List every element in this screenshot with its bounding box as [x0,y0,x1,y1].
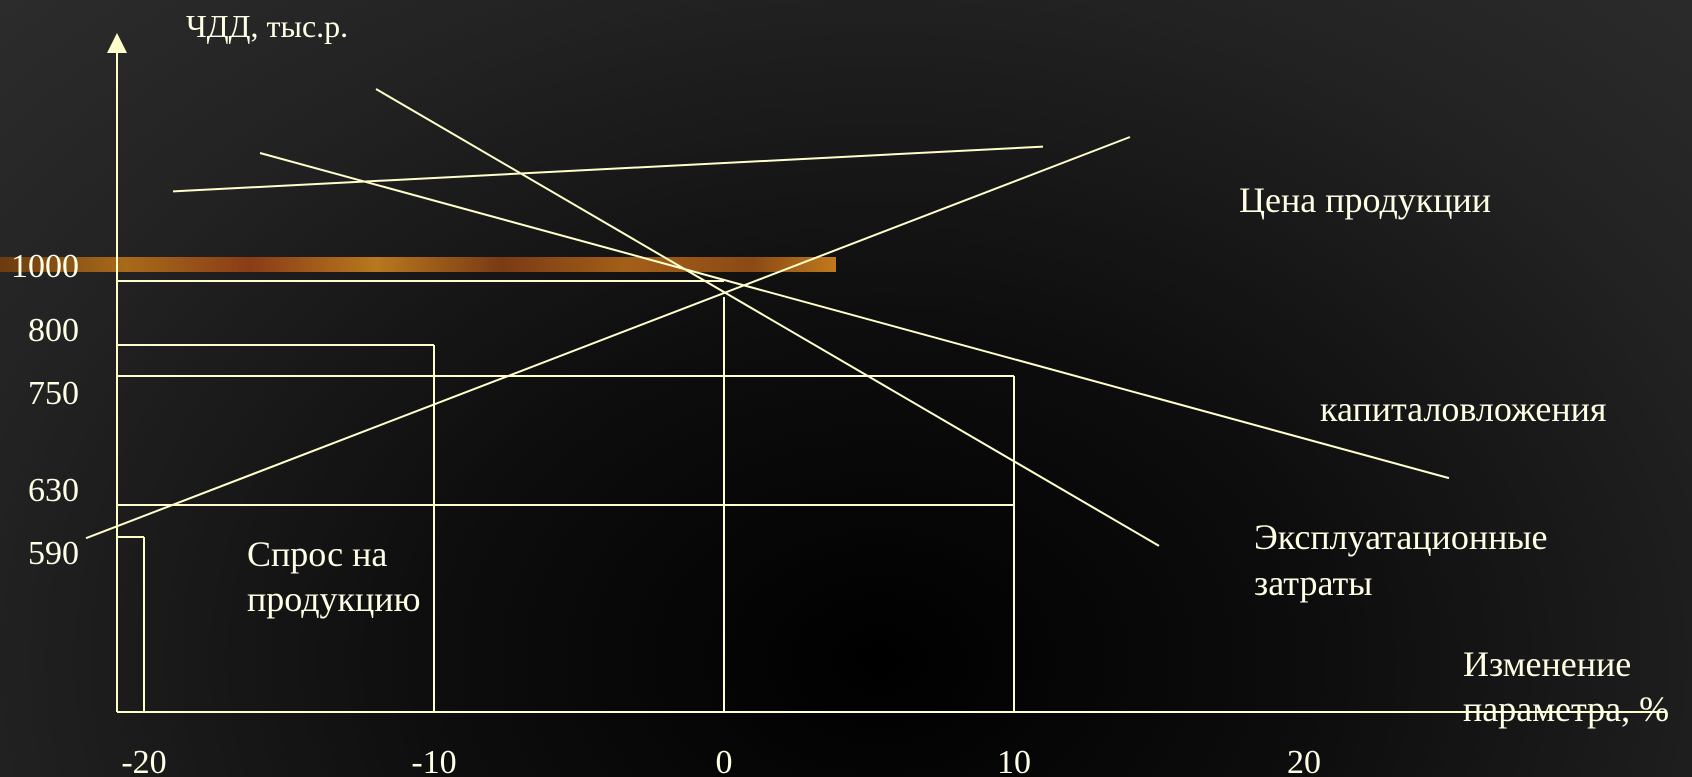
y-tick-label: 590 [28,535,79,572]
series-line-1 [85,136,1131,540]
x-axis-title-line1: Изменение [1463,644,1631,684]
x-tick-label: 10 [997,744,1031,777]
y-tick-label: 800 [28,312,79,349]
y-axis-title: ЧДД, тыс.р. [186,8,348,44]
label-demand-line2: продукцию [247,579,420,619]
label-capex: капиталовложения [1320,389,1606,429]
series-line-2 [259,152,1450,480]
label-demand-line1: Спрос на [247,534,387,574]
label-opex-line2: затраты [1254,563,1372,603]
series-line-0 [172,145,1044,193]
guide-lines [117,280,1015,712]
y-tick-label: 750 [28,375,79,412]
x-tick-label: -10 [411,744,456,777]
x-tick-label: 0 [716,744,733,777]
y-tick-label: 1000 [11,248,79,285]
x-tick-label: 20 [1287,744,1321,777]
label-opex-line1: Эксплуатационные [1254,517,1548,557]
label-price: Цена продукции [1239,180,1491,220]
x-axis-title-line2: параметра, % [1463,689,1669,729]
y-tick-labels: 1000 800 750 630 590 [11,248,79,572]
series-line-3 [375,88,1160,547]
x-tick-labels: -20 -10 0 10 20 [121,744,1321,777]
y-tick-label: 630 [28,472,79,509]
decorative-stripe [0,257,836,272]
series-lines [85,88,1450,547]
x-tick-label: -20 [121,744,166,777]
